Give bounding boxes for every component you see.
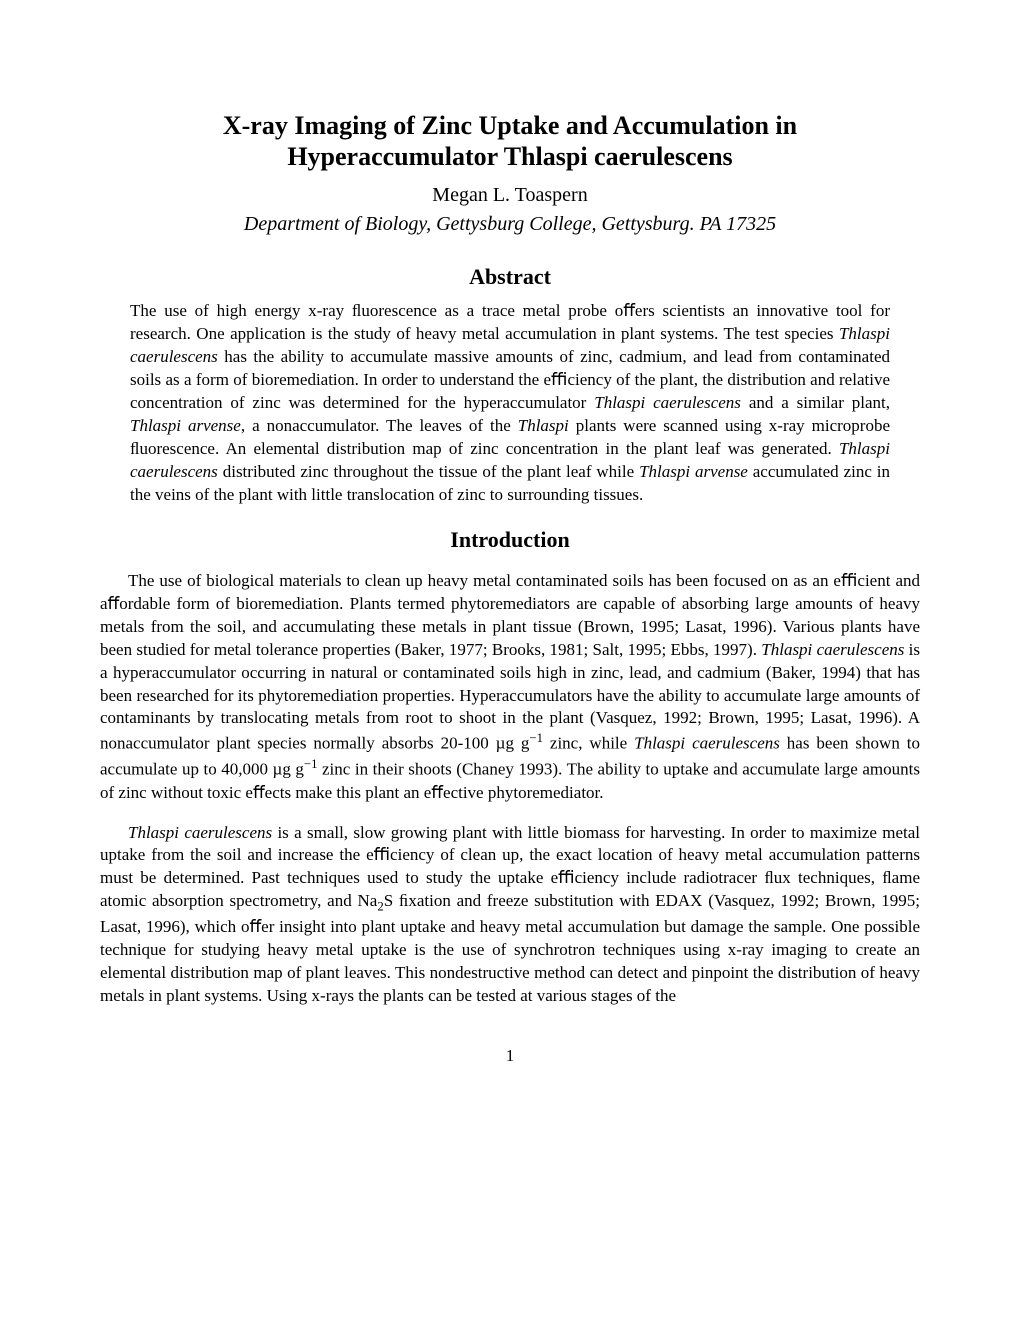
species-name: Thlaspi (518, 416, 569, 435)
species-name: Thlaspi caerulescens (594, 393, 741, 412)
page: X-ray Imaging of Zinc Uptake and Accumul… (0, 0, 1020, 1106)
intro-paragraph-2: Thlaspi caerulescens is a small, slow gr… (100, 822, 920, 1008)
introduction-heading: Introduction (100, 527, 920, 553)
abstract-text: The use of high energy x-ray ﬂuorescence… (130, 301, 890, 343)
abstract-text: , a nonaccumulator. The leaves of the (241, 416, 518, 435)
page-number: 1 (100, 1046, 920, 1066)
body-text: zinc, while (543, 734, 634, 753)
abstract-text: and a similar plant, (741, 393, 890, 412)
paper-title: X-ray Imaging of Zinc Uptake and Accumul… (100, 110, 920, 172)
species-name: Thlaspi caerulescens (634, 734, 780, 753)
title-line-1: X-ray Imaging of Zinc Uptake and Accumul… (223, 111, 797, 140)
species-name: Thlaspi caerulescens (761, 640, 904, 659)
author-affiliation: Department of Biology, Gettysburg Colleg… (100, 213, 920, 236)
title-line-2: Hyperaccumulator Thlaspi caerulescens (287, 142, 732, 171)
abstract-text: distributed zinc throughout the tissue o… (218, 462, 639, 481)
species-name: Thlaspi arvense (130, 416, 241, 435)
abstract-body: The use of high energy x-ray ﬂuorescence… (130, 300, 890, 506)
superscript: −1 (529, 731, 543, 745)
superscript: −1 (304, 757, 318, 771)
intro-paragraph-1: The use of biological materials to clean… (100, 570, 920, 805)
species-name: Thlaspi caerulescens (128, 823, 272, 842)
species-name: Thlaspi arvense (639, 462, 748, 481)
abstract-heading: Abstract (100, 264, 920, 290)
author-name: Megan L. Toaspern (100, 184, 920, 207)
